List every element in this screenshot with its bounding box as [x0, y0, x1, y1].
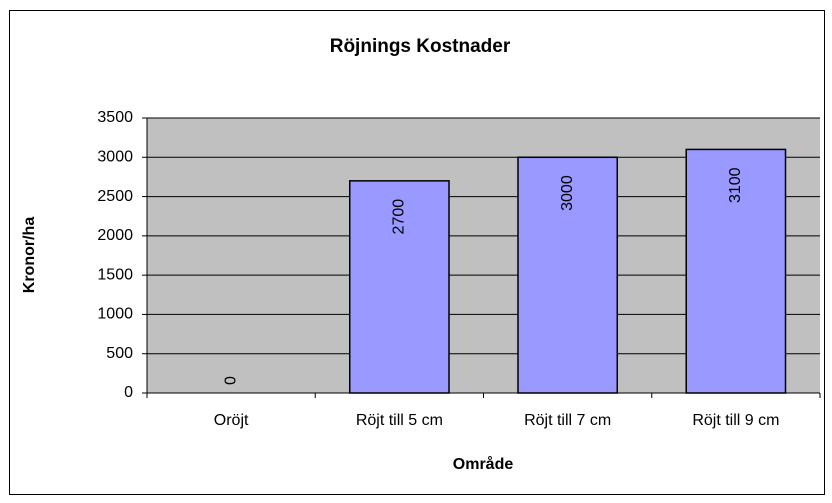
y-tick-label: 3500 — [97, 109, 133, 126]
y-tick-label: 0 — [124, 384, 133, 401]
x-tick-label: Röjt till 9 cm — [692, 412, 779, 429]
x-axis-label: Område — [453, 455, 514, 473]
chart-title: Röjnings Kostnader — [330, 36, 511, 57]
x-tick-label: Röjt till 5 cm — [356, 412, 443, 429]
x-tick-label: Röjt till 7 cm — [524, 412, 611, 429]
y-tick-label: 1000 — [97, 306, 133, 323]
y-tick-label: 2000 — [97, 227, 133, 244]
y-tick-label: 2500 — [97, 188, 133, 205]
y-tick-label: 500 — [106, 345, 133, 362]
bar — [685, 148, 787, 394]
data-label: 0 — [222, 376, 239, 385]
y-axis-label: Kronor/ha — [21, 217, 38, 294]
data-label: 3100 — [727, 167, 744, 203]
y-tick-label: 3000 — [97, 149, 133, 166]
y-tick-label: 1500 — [97, 266, 133, 283]
data-label: 3000 — [559, 175, 576, 211]
data-label: 2700 — [391, 199, 408, 235]
x-tick-label: Oröjt — [214, 412, 249, 429]
